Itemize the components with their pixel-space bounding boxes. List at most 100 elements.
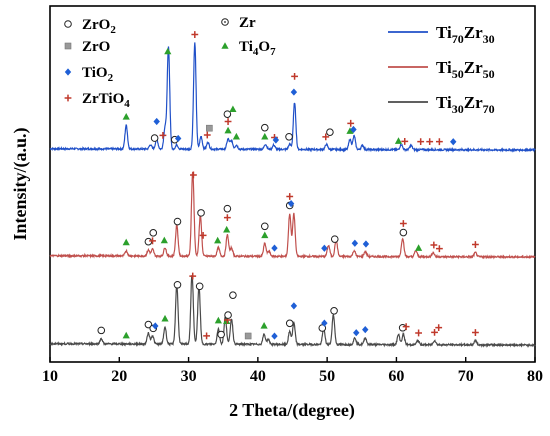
zro2-marker [318, 324, 327, 332]
tio2-marker [450, 138, 457, 146]
y-axis-title: Intensity/(a.u.) [10, 127, 31, 240]
x-tick-label: 50 [319, 368, 335, 385]
series-line-ti30zr70 [49, 275, 536, 348]
ti4o7-marker [224, 126, 232, 134]
zro2-marker [285, 319, 294, 328]
zro-marker [64, 42, 72, 50]
zro2-marker [399, 228, 408, 237]
ti4o7-marker [232, 132, 240, 140]
zrtio4-marker [472, 241, 479, 248]
zrtio4-marker [435, 138, 443, 146]
x-tick-label: 80 [527, 368, 543, 385]
tio2-marker [351, 239, 359, 247]
zro2-marker [173, 217, 182, 226]
zrtio4-marker [415, 329, 422, 337]
zrtio4-marker [291, 73, 298, 80]
zrtio4-marker [189, 272, 197, 280]
tio2-marker [153, 117, 160, 126]
series-legend: Ti70Zr30 Ti50Zr50 Ti30Zr70 [388, 23, 495, 116]
zrtio4-marker [402, 323, 410, 331]
x-tick-label: 40 [250, 368, 266, 385]
phase-legend-label: TiO2 [82, 65, 114, 84]
zrtio4-marker [199, 231, 207, 239]
zrtio4-marker [322, 133, 330, 141]
zro2-marker [285, 132, 293, 141]
tio2-marker [287, 200, 295, 208]
zro2-marker [173, 280, 182, 289]
ti4o7-marker [122, 112, 130, 120]
phase-legend-label: Ti4O7 [239, 39, 276, 58]
zro2-marker [64, 20, 72, 28]
zrtio4-marker [435, 245, 443, 253]
zrtio4-marker [149, 237, 156, 245]
zro2-marker [223, 110, 232, 118]
zrtio4-marker [347, 119, 355, 127]
zro2-marker [149, 229, 158, 237]
ti4o7-marker [214, 316, 222, 324]
ti4o7-marker [223, 225, 231, 233]
ti4o7-marker [161, 314, 169, 322]
series-legend-label: Ti50Zr50 [436, 58, 495, 81]
x-axis-title: 2 Theta/(degree) [229, 400, 355, 421]
zro2-marker [398, 323, 407, 332]
tio2-marker [152, 322, 159, 330]
ti4o7-marker [229, 105, 237, 113]
zrtio4-marker [64, 94, 72, 102]
zrtio4-marker [224, 118, 232, 125]
zro2-marker [224, 311, 232, 319]
x-tick-label: 70 [458, 368, 474, 385]
zrtio4-marker [190, 171, 197, 179]
zro2-marker [330, 235, 339, 243]
ti4o7-marker [214, 236, 222, 244]
ti4o7-marker [221, 42, 229, 49]
tio2-marker [272, 136, 280, 144]
zro2-marker [223, 204, 232, 213]
zro2-marker [260, 123, 269, 132]
zro2-marker [195, 282, 204, 291]
ti4o7-marker [261, 231, 269, 239]
zrtio4-marker [426, 138, 434, 146]
series-legend-label: Ti70Zr30 [436, 23, 495, 46]
zrtio4-marker [401, 138, 409, 145]
ti4o7-marker [160, 236, 168, 244]
tio2-marker [362, 240, 370, 248]
plot-frame [49, 5, 536, 363]
zro2-marker [330, 307, 338, 315]
zrtio4-marker [191, 31, 199, 38]
x-tick-label: 20 [111, 368, 127, 385]
tio2-marker [290, 88, 298, 96]
ti4o7-marker [346, 127, 354, 134]
zrtio4-marker [430, 241, 438, 249]
ti4o7-marker [164, 47, 172, 55]
zrtio4-marker [223, 214, 231, 222]
zrtio4-marker [203, 332, 210, 340]
series-line-ti50zr50 [49, 171, 536, 260]
series-legend-label: Ti30Zr70 [436, 93, 495, 116]
zr-marker-dot [224, 21, 226, 23]
phase-legend-label: Zr [239, 15, 256, 31]
zrtio4-marker [286, 193, 294, 200]
ti4o7-marker [122, 238, 130, 246]
tio2-marker [350, 125, 357, 134]
zro2-marker [197, 209, 205, 217]
zrtio4-marker [159, 131, 167, 139]
phase-marker-layer [97, 31, 479, 340]
phase-legend-label: ZrTiO4 [82, 91, 130, 110]
zro-marker [206, 124, 213, 132]
zro2-marker [97, 326, 106, 335]
zrtio4-marker [431, 328, 438, 336]
tio2-marker [321, 319, 328, 327]
zro2-marker [229, 291, 237, 299]
series-layer [49, 42, 536, 348]
zro2-marker [326, 128, 334, 136]
x-tick-label: 10 [42, 368, 58, 385]
zro2-marker [217, 330, 225, 339]
tio2-marker [353, 329, 360, 337]
zrtio4-marker [435, 324, 443, 332]
tio2-marker [362, 326, 369, 334]
ti4o7-marker [261, 132, 269, 140]
phase-legend: ZrO2 Zr ZrO Ti4O7 TiO2 ZrTiO4 [64, 15, 276, 110]
ti4o7-marker [260, 322, 268, 329]
zrtio4-marker [472, 329, 479, 336]
